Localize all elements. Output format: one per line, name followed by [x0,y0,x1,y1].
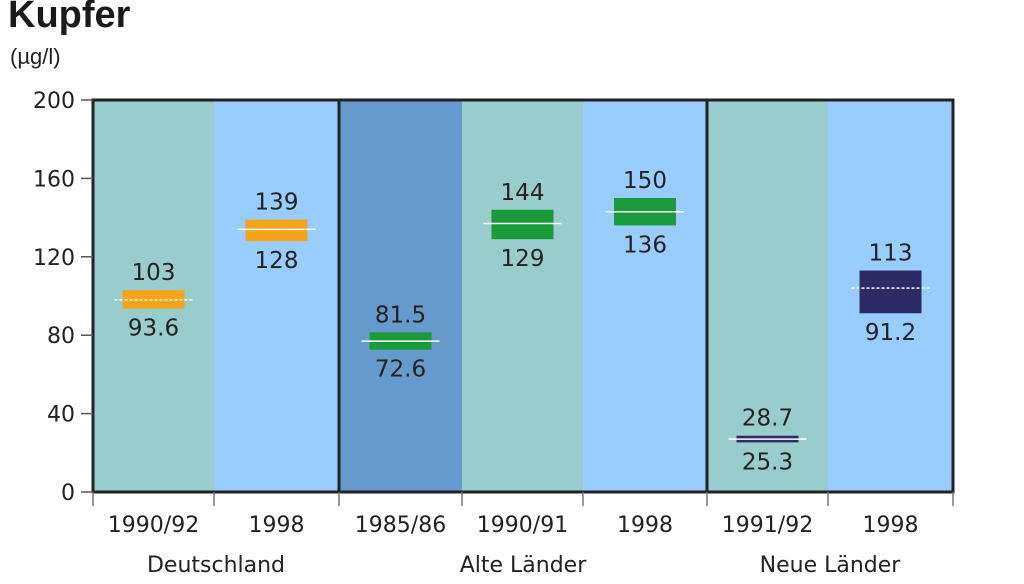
range-high-label: 139 [255,190,299,216]
x-category-label: 1985/86 [355,513,446,538]
y-tick-label: 200 [33,89,75,114]
range-bar [245,219,308,242]
y-tick-label: 160 [33,167,75,192]
column-background [214,100,339,492]
column-background [707,100,828,492]
range-high-label: 81.5 [375,302,426,328]
x-category-label: 1998 [617,513,673,538]
x-group-label: Alte Länder [460,553,587,578]
range-bar [122,290,185,309]
x-group-label: Neue Länder [760,553,902,578]
y-tick-label: 40 [47,403,75,428]
y-tick-label: 0 [61,481,75,506]
y-unit-label: (µg/l) [10,44,61,69]
y-tick-label: 120 [33,246,75,271]
x-category-label: 1998 [863,513,919,538]
range-bar [491,209,554,240]
x-category-label: 1991/92 [722,513,813,538]
column-background [583,100,707,492]
range-low-label: 91.2 [865,320,916,346]
range-low-label: 72.6 [375,357,426,383]
range-low-label: 93.6 [128,316,179,342]
x-category-label: 1990/92 [108,513,199,538]
column-background [339,100,462,492]
chart-title: Kupfer [8,0,131,36]
range-high-label: 150 [623,168,667,194]
range-high-label: 28.7 [742,406,793,432]
range-low-label: 25.3 [742,449,793,475]
range-high-label: 144 [501,180,545,206]
range-bar [859,270,922,314]
plot-frame [91,98,955,494]
x-category-label: 1990/91 [477,513,568,538]
range-low-label: 128 [255,248,299,274]
range-low-label: 136 [623,232,667,258]
column-background [462,100,583,492]
range-high-label: 103 [132,260,176,286]
range-high-label: 113 [869,241,913,267]
x-category-label: 1998 [249,513,305,538]
range-low-label: 129 [501,246,545,272]
x-group-label: Deutschland [147,553,285,578]
y-tick-label: 80 [47,324,75,349]
